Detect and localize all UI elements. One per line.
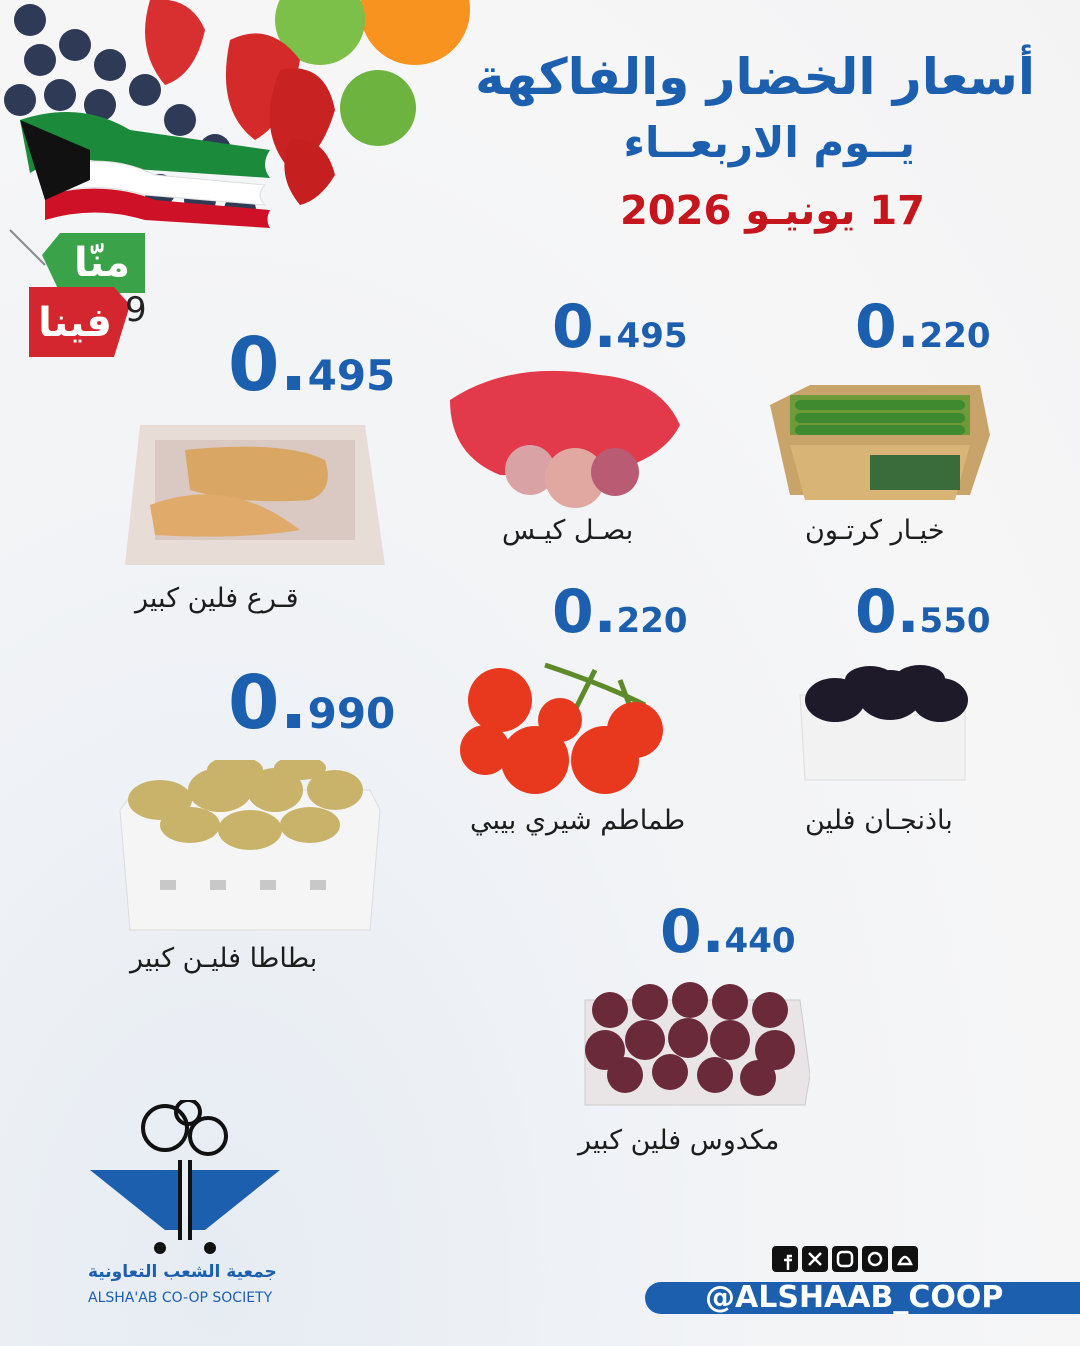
social-icons: [772, 1246, 918, 1272]
product-name: مكدوس فلين كبير: [578, 1125, 780, 1156]
product-name: بطاطا فليـن كبير: [130, 943, 318, 974]
fruit-decoration: [4, 0, 470, 357]
date: 17 يونيـو 2026: [619, 188, 925, 234]
badge-top: منّا: [73, 240, 131, 286]
social-handle: @ALSHAAB_COOP: [705, 1280, 1004, 1315]
product-name: طماطم شيري بيبي: [470, 805, 686, 836]
price: 0.495: [228, 322, 396, 408]
price: 0.440: [660, 897, 796, 967]
badge-bottom: فينا: [38, 300, 112, 346]
price: 0.550: [855, 577, 991, 647]
product-name: باذنجـان فلين: [805, 805, 953, 836]
logo-arabic: جمعية الشعب التعاونية: [88, 1262, 277, 1282]
product-image: [584, 982, 810, 1106]
price: 0.495: [552, 292, 688, 362]
product-image: [119, 760, 381, 931]
handle-bar: [645, 1282, 1080, 1314]
price: 0.220: [552, 577, 688, 647]
product-image: [460, 662, 663, 794]
product-image: [770, 385, 990, 500]
product-name: بصـل كيـس: [502, 515, 634, 546]
product-image: [125, 425, 385, 565]
product-name: قـرع فلين كبير: [135, 583, 299, 614]
title: أسعار الخضار والفاكهة: [475, 48, 1035, 106]
logo-english: ALSHA'AB CO-OP SOCIETY: [88, 1290, 273, 1306]
day: يــوم الاربعــاء: [623, 118, 916, 167]
product-image: [799, 665, 968, 781]
price: 0.990: [228, 660, 396, 746]
product-name: خيـار كرتـون: [805, 515, 945, 546]
product-image: [450, 370, 680, 508]
price: 0.220: [855, 292, 991, 362]
logo-mark: [90, 1100, 280, 1254]
badge-connector: 9: [125, 290, 147, 330]
